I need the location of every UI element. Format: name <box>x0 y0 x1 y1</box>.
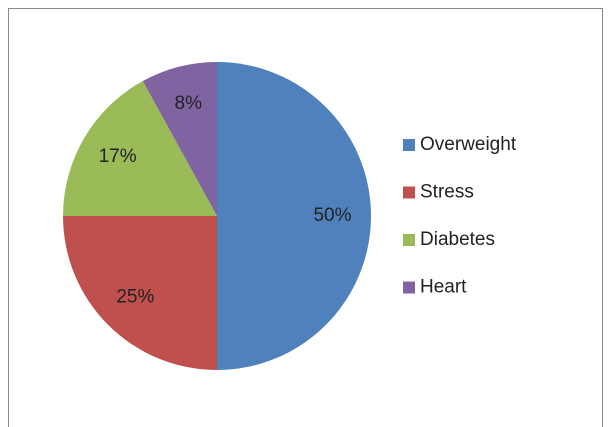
data-label: 17% <box>99 146 137 167</box>
legend-swatch <box>403 139 415 151</box>
pie-slice <box>63 81 217 217</box>
legend-label: Diabetes <box>420 229 495 250</box>
legend-label: Stress <box>420 182 474 203</box>
legend-label: Heart <box>420 277 467 298</box>
legend-swatch <box>403 234 415 246</box>
legend-label: Overweight <box>420 134 517 155</box>
pie-slice <box>142 62 217 216</box>
data-label: 8% <box>175 93 203 114</box>
pie-slice <box>217 62 371 370</box>
legend-swatch <box>403 281 415 294</box>
legend-swatch <box>403 186 415 199</box>
data-label: 25% <box>116 287 154 308</box>
data-label: 50% <box>313 205 351 226</box>
pie-slice <box>63 216 217 370</box>
